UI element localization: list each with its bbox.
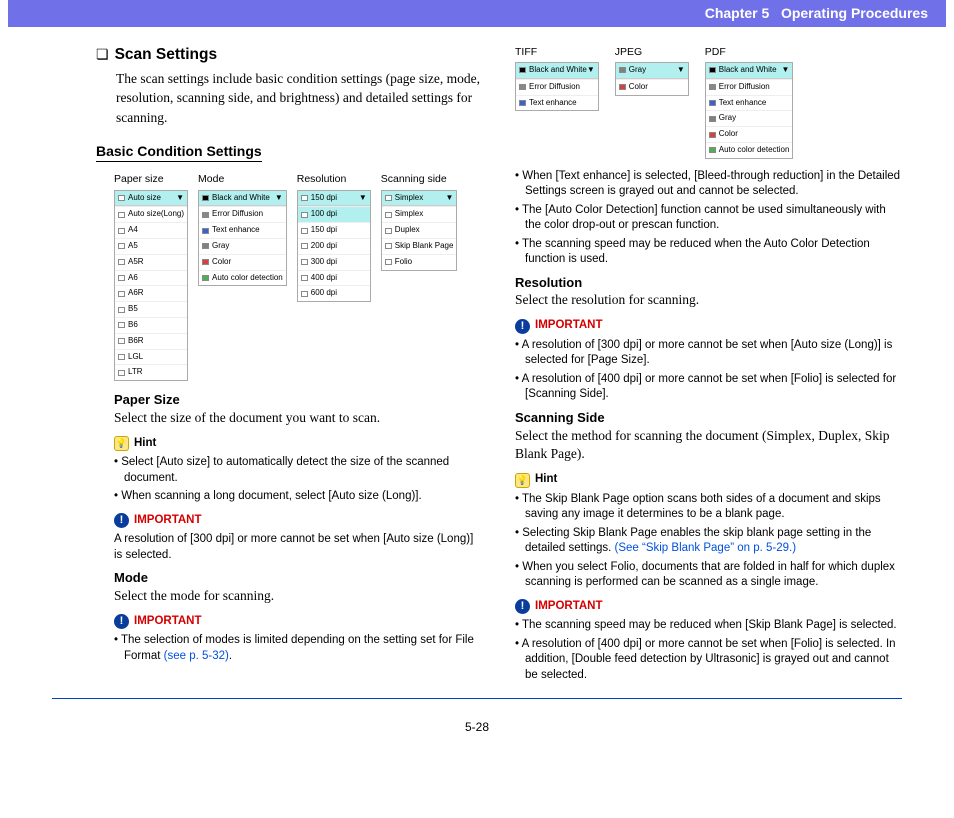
scan-settings-title: Scan Settings bbox=[115, 45, 218, 66]
important-icon: ! bbox=[114, 614, 129, 629]
basic-dropdowns: Paper size Auto size▼Auto size(Long)A4A5… bbox=[114, 172, 483, 381]
list-item: A resolution of [300 dpi] or more cannot… bbox=[515, 338, 902, 369]
pdf-dropdown[interactable]: Black and White▼Error DiffusionText enha… bbox=[705, 62, 794, 159]
mode-notes: When [Text enhance] is selected, [Bleed-… bbox=[515, 169, 902, 268]
paper-size-heading: Paper Size bbox=[114, 391, 483, 409]
cross-ref-link[interactable]: (See “Skip Blank Page” on p. 5-29.) bbox=[615, 542, 797, 554]
footer-rule bbox=[52, 698, 902, 699]
important-label: IMPORTANT bbox=[134, 513, 202, 529]
resolution-heading: Resolution bbox=[515, 274, 902, 292]
page-number: 5-28 bbox=[0, 719, 954, 747]
important-label: IMPORTANT bbox=[535, 318, 603, 334]
important-icon: ! bbox=[515, 319, 530, 334]
mode-dropdown[interactable]: Black and White▼Error DiffusionText enha… bbox=[198, 190, 287, 287]
important-label: IMPORTANT bbox=[134, 614, 202, 630]
list-item: Selecting Skip Blank Page enables the sk… bbox=[515, 526, 902, 557]
scanning-side-importants: The scanning speed may be reduced when [… bbox=[515, 618, 902, 683]
chapter-header: Chapter 5 Operating Procedures bbox=[8, 0, 946, 27]
pdf-label: PDF bbox=[705, 45, 794, 59]
list-item: When [Text enhance] is selected, [Bleed-… bbox=[515, 169, 902, 200]
paper-size-hints: Select [Auto size] to automatically dete… bbox=[114, 455, 483, 505]
list-item: The scanning speed may be reduced when t… bbox=[515, 237, 902, 268]
mode-body: Select the mode for scanning. bbox=[114, 587, 483, 606]
scanning-side-heading: Scanning Side bbox=[515, 409, 902, 427]
left-column: ❏ Scan Settings The scan settings includ… bbox=[96, 45, 483, 687]
mode-imp-post: . bbox=[229, 650, 232, 662]
mode-heading: Mode bbox=[114, 569, 483, 587]
paper-size-dropdown[interactable]: Auto size▼Auto size(Long)A4A5A5RA6A6RB5B… bbox=[114, 190, 188, 382]
chapter-title: Operating Procedures bbox=[781, 5, 928, 21]
scanning-side-label: Scanning side bbox=[381, 172, 458, 186]
paper-size-important: A resolution of [300 dpi] or more cannot… bbox=[114, 532, 483, 563]
list-item: A resolution of [400 dpi] or more cannot… bbox=[515, 637, 902, 684]
mode-important: The selection of modes is limited depend… bbox=[114, 633, 483, 664]
scan-settings-intro: The scan settings include basic conditio… bbox=[116, 69, 483, 128]
list-item: A resolution of [400 dpi] or more cannot… bbox=[515, 372, 902, 403]
paper-size-label: Paper size bbox=[114, 172, 188, 186]
resolution-importants: A resolution of [300 dpi] or more cannot… bbox=[515, 338, 902, 403]
list-item: When you select Folio, documents that ar… bbox=[515, 560, 902, 591]
tiff-label: TIFF bbox=[515, 45, 599, 59]
resolution-dropdown[interactable]: 150 dpi▼100 dpi150 dpi200 dpi300 dpi400 … bbox=[297, 190, 371, 303]
scanning-side-body: Select the method for scanning the docum… bbox=[515, 427, 902, 465]
list-item: Select [Auto size] to automatically dete… bbox=[114, 455, 483, 486]
list-item: When scanning a long document, select [A… bbox=[114, 489, 483, 505]
list-item: The [Auto Color Detection] function cann… bbox=[515, 203, 902, 234]
list-item: The scanning speed may be reduced when [… bbox=[515, 618, 902, 634]
hint-icon: 💡 bbox=[114, 436, 129, 451]
paper-size-body: Select the size of the document you want… bbox=[114, 409, 483, 428]
important-icon: ! bbox=[515, 599, 530, 614]
bullet-icon: ❏ bbox=[96, 45, 109, 64]
hint-label: Hint bbox=[535, 472, 557, 488]
jpeg-dropdown[interactable]: Gray▼Color bbox=[615, 62, 689, 96]
format-dropdowns: TIFF Black and White▼Error DiffusionText… bbox=[515, 45, 902, 159]
hint-icon: 💡 bbox=[515, 473, 530, 488]
basic-cond-title: Basic Condition Settings bbox=[96, 142, 262, 163]
resolution-body: Select the resolution for scanning. bbox=[515, 291, 902, 310]
jpeg-label: JPEG bbox=[615, 45, 689, 59]
mode-label: Mode bbox=[198, 172, 287, 186]
hint-label: Hint bbox=[134, 436, 156, 452]
right-column: TIFF Black and White▼Error DiffusionText… bbox=[515, 45, 902, 687]
resolution-label: Resolution bbox=[297, 172, 371, 186]
important-icon: ! bbox=[114, 513, 129, 528]
tiff-dropdown[interactable]: Black and White▼Error DiffusionText enha… bbox=[515, 62, 599, 111]
chapter-num: Chapter 5 bbox=[705, 5, 770, 21]
list-item: The Skip Blank Page option scans both si… bbox=[515, 492, 902, 523]
scanning-side-dropdown[interactable]: Simplex▼SimplexDuplexSkip Blank PageFoli… bbox=[381, 190, 458, 271]
important-label: IMPORTANT bbox=[535, 599, 603, 615]
scanning-side-hints: The Skip Blank Page option scans both si… bbox=[515, 492, 902, 591]
mode-imp-link[interactable]: (see p. 5-32) bbox=[164, 650, 229, 662]
